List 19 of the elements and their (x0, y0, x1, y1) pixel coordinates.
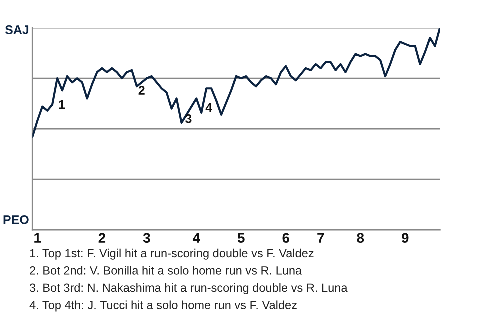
x-tick-label: 8 (357, 233, 364, 244)
x-tick-label: 4 (192, 233, 200, 243)
annotation: 3 (186, 114, 192, 124)
text: 1. Top 1st: F. Vigil hit a run-scoring double vs F. Valdez (30, 248, 314, 260)
annotation: 4 (206, 103, 213, 112)
text: SAJ (5, 26, 29, 34)
x-tick-label: 6 (282, 233, 290, 244)
x-tick-label: 9 (402, 233, 409, 244)
x-tick-label: 3 (143, 233, 150, 244)
x-tick-label: 5 (238, 233, 245, 244)
text: PEO (4, 215, 29, 224)
x-tick-label: 1 (34, 233, 42, 243)
x-tick-label: 2 (98, 233, 106, 243)
text: 2. Bot 2nd: V. Bonilla hit a solo home run vs R. Luna (30, 266, 302, 275)
annotation: 2 (138, 86, 145, 95)
text: 3. Bot 3rd: N. Nakashima hit a run-scoring double vs R. Luna (30, 283, 348, 294)
x-tick-label: 7 (318, 233, 324, 243)
text: 4. Top 4th: J. Tucci hit a solo home run vs F. Valdez (30, 300, 297, 312)
annotation: 1 (59, 100, 66, 110)
